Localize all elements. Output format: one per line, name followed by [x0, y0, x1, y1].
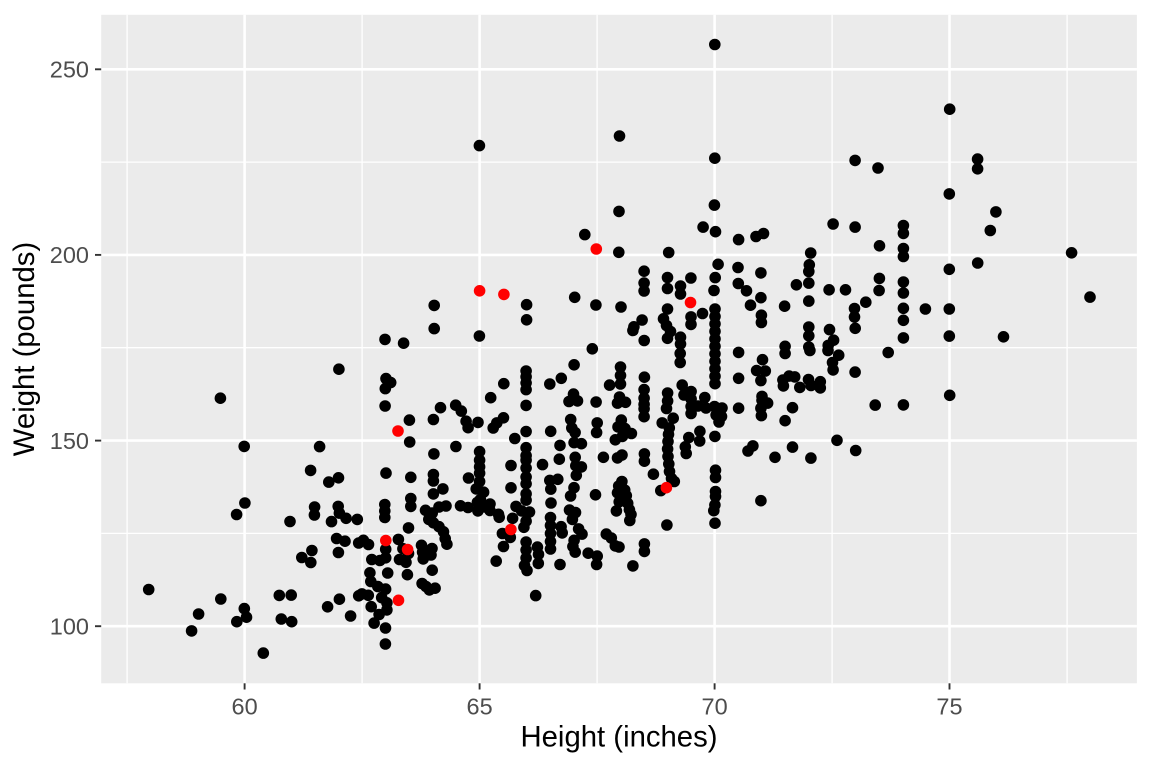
- svg-text:75: 75: [936, 694, 962, 720]
- svg-text:65: 65: [467, 694, 493, 720]
- svg-text:Height (inches): Height (inches): [520, 721, 717, 754]
- svg-text:250: 250: [50, 57, 89, 83]
- svg-text:Weight (pounds): Weight (pounds): [8, 242, 41, 456]
- svg-text:150: 150: [50, 428, 89, 454]
- svg-text:70: 70: [702, 694, 728, 720]
- svg-text:100: 100: [50, 613, 89, 639]
- svg-text:200: 200: [50, 242, 89, 268]
- svg-text:60: 60: [232, 694, 258, 720]
